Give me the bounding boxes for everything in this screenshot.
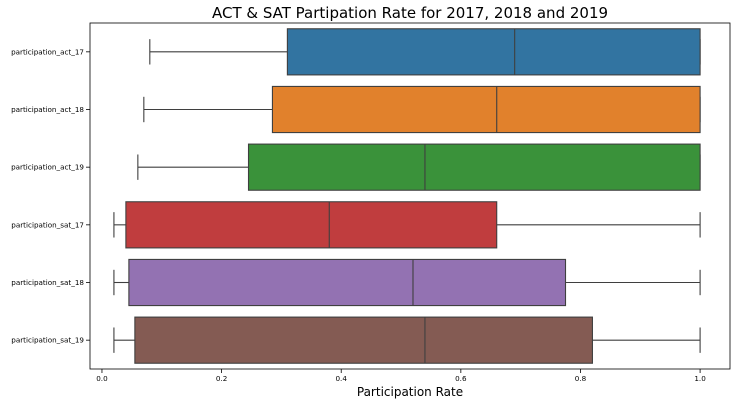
iqr-box <box>125 201 498 249</box>
plot-area <box>113 28 701 364</box>
x-tick-label: 1.0 <box>694 374 706 383</box>
box-participation_sat_19 <box>113 316 701 364</box>
iqr-box <box>134 316 593 364</box>
y-tick-label: participation_act_18 <box>11 105 84 114</box>
box-participation_sat_18 <box>113 258 701 307</box>
x-tick-label: 0.0 <box>96 374 108 383</box>
plot-frame <box>89 22 731 370</box>
iqr-box <box>128 258 567 307</box>
chart-title: ACT & SAT Partipation Rate for 2017, 201… <box>212 4 608 22</box>
x-tick-label: 0.4 <box>335 374 347 383</box>
y-tick-label: participation_sat_17 <box>11 220 84 229</box>
y-axis: participation_act_17 participation_act_18… <box>11 47 90 345</box>
y-tick-label: participation_sat_19 <box>11 336 84 345</box>
box-participation_act_19 <box>137 143 701 191</box>
y-tick-label: participation_act_19 <box>11 163 84 172</box>
y-tick-label: participation_act_17 <box>11 47 84 56</box>
box-participation_sat_17 <box>113 201 701 249</box>
box-participation_act_17 <box>149 28 701 76</box>
x-tick-label: 0.8 <box>575 374 587 383</box>
iqr-box <box>271 85 701 134</box>
iqr-box <box>247 143 701 191</box>
box-participation_act_18 <box>143 85 701 134</box>
x-axis: 0.0 0.2 0.4 0.6 0.8 1.0 <box>96 369 706 383</box>
x-axis-label: Participation Rate <box>357 385 463 399</box>
y-tick-label: participation_sat_18 <box>11 278 84 287</box>
x-tick-label: 0.2 <box>216 374 227 383</box>
iqr-box <box>286 28 701 76</box>
x-tick-label: 0.6 <box>455 374 467 383</box>
